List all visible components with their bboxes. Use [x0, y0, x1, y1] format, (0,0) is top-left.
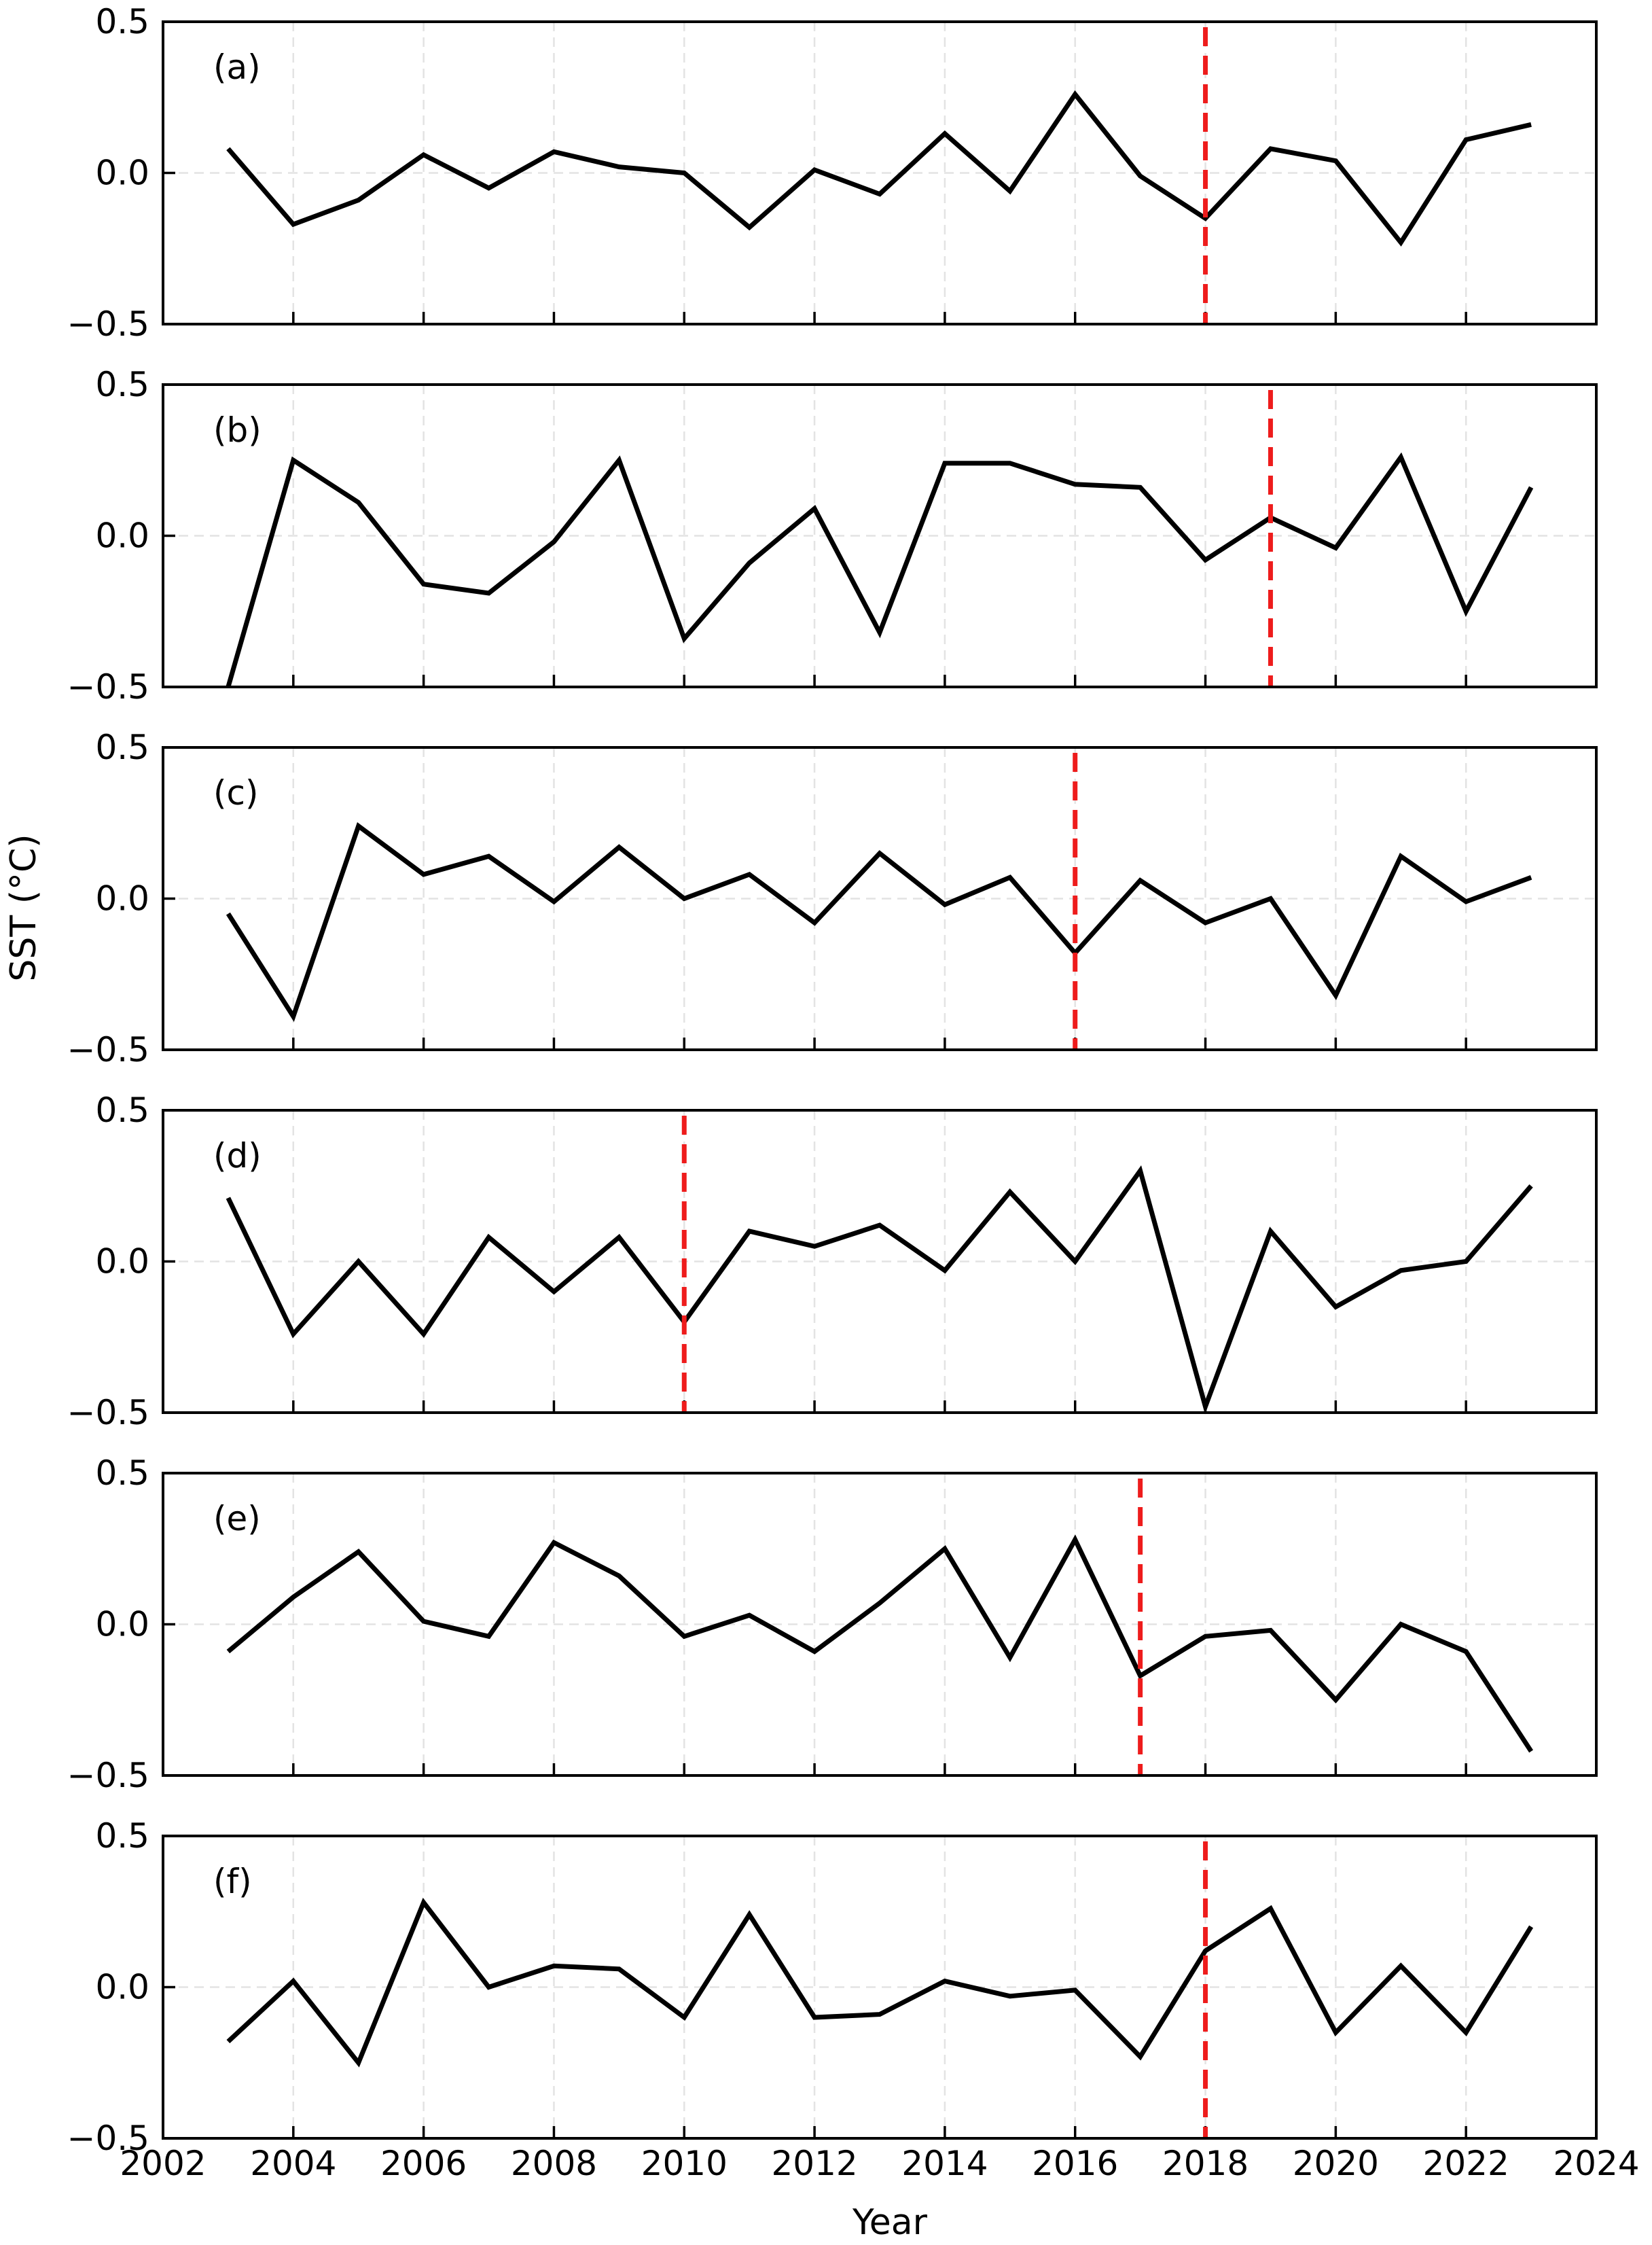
axes-frame: [162, 746, 1598, 1051]
y-tick-label: 0.5: [95, 728, 149, 767]
y-tick-label: 0.5: [95, 1091, 149, 1130]
y-tick-label: 0.0: [95, 1605, 149, 1644]
x-tick-label: 2020: [1293, 2144, 1379, 2183]
panel-label: (a): [213, 48, 261, 87]
y-tick-label: −0.5: [67, 2119, 149, 2158]
ticks: [162, 20, 1598, 325]
y-tick-label: −0.5: [67, 1393, 149, 1432]
panel-label: (b): [213, 410, 262, 450]
x-tick-label: 2012: [771, 2144, 857, 2183]
y-tick-label: 0.0: [95, 154, 149, 193]
y-tick-label: 0.0: [95, 1242, 149, 1281]
grid: [162, 1109, 1598, 1414]
ticks: [162, 1109, 1598, 1414]
y-tick-label: 0.5: [95, 1453, 149, 1493]
panel-e: 0.5 0.0 −0.5 (e): [67, 1453, 1598, 1795]
x-tick-label: 2022: [1423, 2144, 1509, 2183]
panel-label: (f): [213, 1862, 252, 1901]
x-tick-label: 2004: [250, 2144, 336, 2183]
x-tick-label: 2006: [380, 2144, 467, 2183]
grid: [162, 383, 1598, 688]
panel-label: (e): [213, 1499, 261, 1538]
x-tick-label: 2024: [1553, 2144, 1639, 2183]
x-tick-label: 2018: [1162, 2144, 1249, 2183]
panel-c: 0.5 0.0 −0.5 (c): [67, 728, 1598, 1070]
y-tick-label: −0.5: [67, 1030, 149, 1070]
y-tick-label: 0.5: [95, 1816, 149, 1856]
x-tick-label: 2010: [641, 2144, 728, 2183]
x-tick-label: 2008: [511, 2144, 597, 2183]
y-tick-label: −0.5: [67, 1756, 149, 1795]
y-tick-label: 0.0: [95, 879, 149, 919]
panel-label: (c): [213, 773, 259, 813]
axes-frame: [162, 20, 1598, 325]
y-tick-label: 0.5: [95, 365, 149, 404]
grid: [162, 20, 1598, 325]
x-axis-title: Year: [852, 2202, 928, 2243]
x-tick-label: 2014: [901, 2144, 988, 2183]
chart-panels: 0.50.0−0.5(a)0.50.0−0.5(b)0.50.0−0.5(c)0…: [67, 2, 1640, 2183]
grid: [162, 1472, 1598, 1777]
y-tick-label: −0.5: [67, 304, 149, 344]
x-tick-label: 2002: [120, 2144, 206, 2183]
panel-b: 0.5 0.0 −0.5 (b): [67, 365, 1598, 707]
axes-frame: [162, 1835, 1598, 2140]
ticks: [162, 1472, 1598, 1777]
panel-a: 0.5 0.0 −0.5 (a): [67, 2, 1598, 344]
panel-label: (d): [213, 1136, 262, 1175]
axes-frame: [162, 1472, 1598, 1777]
y-tick-label: −0.5: [67, 667, 149, 707]
axes-frame: [162, 1109, 1598, 1414]
y-tick-label: 0.0: [95, 1968, 149, 2007]
y-tick-label: 0.5: [95, 2, 149, 41]
ticks: [162, 383, 1598, 688]
panel-d: 0.5 0.0 −0.5 (d): [67, 1091, 1598, 1432]
axes-frame: [162, 383, 1598, 688]
y-axis-title: SST (°C): [3, 834, 44, 981]
x-tick-label: 2016: [1032, 2144, 1118, 2183]
y-tick-label: 0.0: [95, 516, 149, 556]
